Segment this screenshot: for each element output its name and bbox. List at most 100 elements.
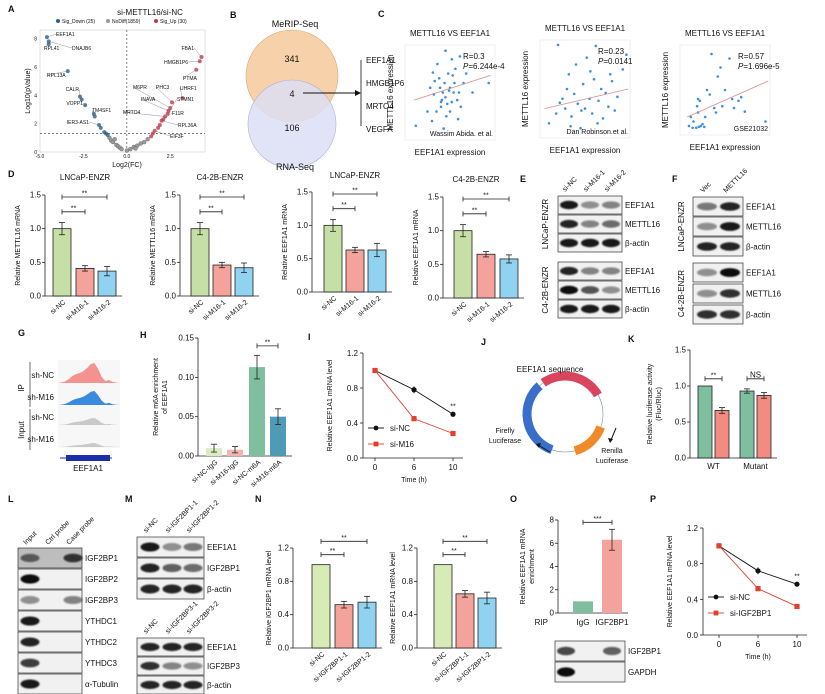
volcano-plot: si-METTL16/si-NC Sig_Down (25) NoDiff(1859… [25, 8, 206, 169]
correlation-scatter: METTL16 VS EEF1A1 EEF1A1 expression METTL1… [521, 24, 633, 155]
band [20, 553, 40, 563]
label-leader [161, 120, 179, 126]
data-point [437, 76, 441, 80]
y-axis-label: METTL16 expression [521, 51, 530, 127]
y-tick-label: 0.8 [278, 577, 290, 586]
y-tick-label: 0.0 [297, 288, 309, 297]
data-point [597, 99, 600, 103]
significance-label: NS [750, 370, 761, 379]
data-point [610, 79, 614, 83]
panel-label-J: J [481, 337, 486, 347]
y-tick-label: 1.5 [675, 346, 687, 355]
firefly-segment [522, 382, 554, 454]
band [697, 289, 717, 298]
data-point [621, 68, 625, 71]
chart-title: si-METTL16/si-NC [117, 8, 183, 17]
band [697, 242, 717, 251]
data-point [723, 88, 727, 92]
significance-label: *** [593, 516, 601, 523]
panel-label-G: G [18, 328, 25, 338]
bar-chart-O: 0 2 4 6 8 Relative EEF1A1 mRNA enrichment IgG IG… [520, 516, 629, 628]
legend-label: si-IGF2BP1 [730, 609, 772, 618]
band [560, 238, 578, 248]
label-leader [163, 112, 173, 120]
lane-label: si-M16-2 [603, 169, 627, 193]
arrow-head [355, 90, 361, 96]
y-tick-label: 0.4 [687, 595, 699, 604]
data-point [558, 101, 562, 105]
y-tick-label: 0.0 [402, 644, 414, 653]
y-tick-label: 0.4 [347, 419, 359, 428]
y-tick-label: 0.8 [347, 384, 359, 393]
p-value: P=0.0141 [598, 57, 633, 66]
data-point [443, 81, 446, 85]
band [602, 267, 620, 275]
data-point [696, 97, 700, 101]
y-axis-label: of EEF1A1 [162, 380, 169, 414]
significance-label: ** [341, 202, 347, 209]
lane-label: si-M16-1 [582, 169, 606, 193]
gene-label: RPL13A [47, 73, 66, 79]
overlap-gene: HMGB1P6 [366, 79, 405, 88]
regression-line [687, 80, 769, 118]
blot-row [692, 262, 744, 283]
data-point [585, 56, 589, 59]
legend-marker [373, 441, 379, 447]
band [183, 680, 203, 690]
legend-marker [106, 19, 110, 23]
legend-item: Sig_Down (25) [62, 19, 95, 25]
y-tick-label: 1.5 [428, 193, 440, 202]
band [720, 242, 740, 251]
data-point [732, 106, 736, 110]
protein-label: EEF1A1 [207, 543, 237, 552]
y-axis-label: enrichment [529, 549, 536, 584]
band [183, 563, 203, 573]
data-point [703, 115, 707, 119]
data-point [692, 120, 695, 123]
blot-row [692, 196, 744, 217]
band [140, 661, 160, 671]
correlation-scatter: METTL16 VS EEF1A1 EEF1A1 expression METTL1… [661, 29, 780, 152]
legend-marker [713, 594, 719, 600]
data-point [563, 107, 567, 110]
point-nodiff [133, 146, 138, 151]
category-label: si-M16-2 [489, 301, 514, 324]
y-tick-label: 1.0 [165, 224, 177, 233]
gene-label: INAVA [141, 97, 156, 103]
y-tick-label: 0.0 [278, 644, 290, 653]
r-value: R=0.3 [463, 52, 485, 61]
chart-title: C4-2B-ENZR [196, 173, 243, 182]
point-down [92, 114, 97, 119]
band [20, 637, 40, 647]
protein-label: EEF1A1 [746, 203, 776, 212]
y-tick-label: 0.0 [675, 454, 687, 463]
y-tick-label: 1.5 [165, 191, 177, 200]
data-point [572, 92, 576, 96]
category-label: si-NC [308, 651, 326, 668]
data-point [719, 66, 722, 69]
blot-row [17, 673, 83, 694]
regression-line [544, 88, 629, 109]
label-leader [88, 121, 100, 126]
p-text: =6.244e-4 [468, 62, 505, 71]
protein-label: α-Tubulin [85, 680, 118, 689]
panel-label-B: B [230, 10, 237, 20]
data-point [547, 122, 551, 125]
x-tick-label: 0.0 [123, 154, 130, 160]
venn-diagram: MeRIP-Seq RNA-Seq 341 4 106 EEF1A1 HMGB1P6 MRTO… [245, 19, 405, 172]
gene-label: TM4SF1 [92, 108, 111, 114]
bar-1 [455, 593, 475, 649]
renilla-arrow [610, 427, 617, 441]
y-tick-label: 1.0 [30, 224, 42, 233]
data-point [701, 122, 704, 126]
bar-2 [357, 601, 377, 649]
band [20, 596, 40, 604]
y-axis-label: Relative IGF2BP1 mRNA level [266, 550, 273, 645]
gene-label: FBA1 [181, 46, 194, 52]
overlap-gene: VEGFA [366, 125, 393, 134]
significance-label: ** [462, 535, 468, 542]
data-point [594, 44, 598, 48]
data-point [450, 57, 454, 61]
data-point [435, 110, 438, 113]
